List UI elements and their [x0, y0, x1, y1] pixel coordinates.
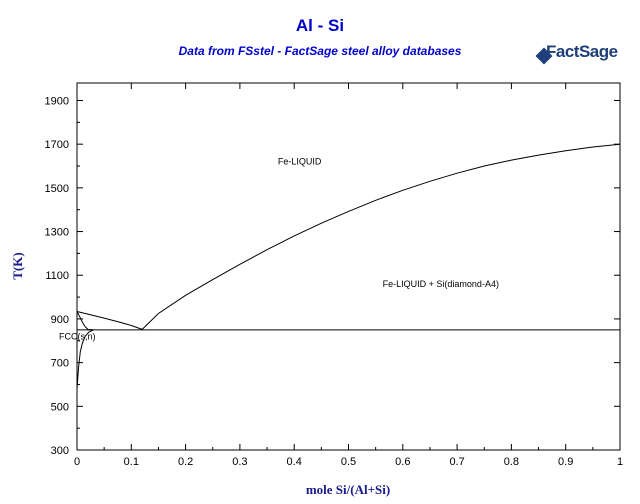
- x-tick-label: 0.4: [287, 456, 302, 468]
- chart-title: Al - Si: [295, 16, 345, 35]
- y-tick-label: 500: [51, 401, 69, 413]
- axis-ticks: 0 0.1 0.2 0.3 0.4 0.5 0.6 0.7 0.8 0.9 130050070090…: [45, 83, 623, 468]
- x-tick-label: 0.7: [449, 456, 464, 468]
- region-label: FCC(s,n): [59, 331, 96, 341]
- x-tick-label: 0.9: [558, 456, 573, 468]
- y-tick-label: 1500: [45, 183, 69, 195]
- phase-boundaries: [76, 143, 621, 389]
- x-tick-label: 0.5: [341, 456, 356, 468]
- factsage-logo: FactSage: [535, 40, 620, 72]
- phase-boundary-line: [141, 143, 621, 330]
- region-label: Fe-LIQUID + Si(diamond-A4): [383, 279, 499, 289]
- y-tick-label: 700: [51, 358, 69, 370]
- phase-boundary-line: [76, 329, 94, 389]
- chart-subtitle: Data from FSstel - FactSage steel alloy …: [178, 44, 462, 58]
- x-tick-label: 0.6: [395, 456, 410, 468]
- y-tick-label: 1900: [45, 95, 69, 107]
- y-tick-label: 1100: [45, 270, 69, 282]
- phase-boundary-line: [76, 311, 94, 331]
- phase-boundary-line: [76, 311, 143, 330]
- x-tick-label: 0.3: [232, 456, 247, 468]
- region-labels: Fe-LIQUID Fe-LIQUID + Si(diamond-A4) FCC(s…: [59, 157, 499, 342]
- y-tick-label: 1700: [45, 139, 69, 151]
- x-tick-label: 0.1: [124, 456, 139, 468]
- y-tick-label: 900: [51, 314, 69, 326]
- x-axis-label: mole Si/(Al+Si): [306, 482, 390, 497]
- x-tick-label: 0.2: [178, 456, 193, 468]
- x-tick-label: 0.8: [504, 456, 519, 468]
- y-tick-label: 1300: [45, 227, 69, 239]
- y-tick-label: 300: [51, 445, 69, 457]
- x-tick-label: 0: [74, 456, 80, 468]
- y-axis-label: T(K): [10, 252, 25, 279]
- x-tick-label: 1: [617, 456, 623, 468]
- logo-text: FactSage: [546, 42, 618, 61]
- region-label: Fe-LIQUID: [278, 157, 322, 167]
- plot-frame: [76, 82, 621, 451]
